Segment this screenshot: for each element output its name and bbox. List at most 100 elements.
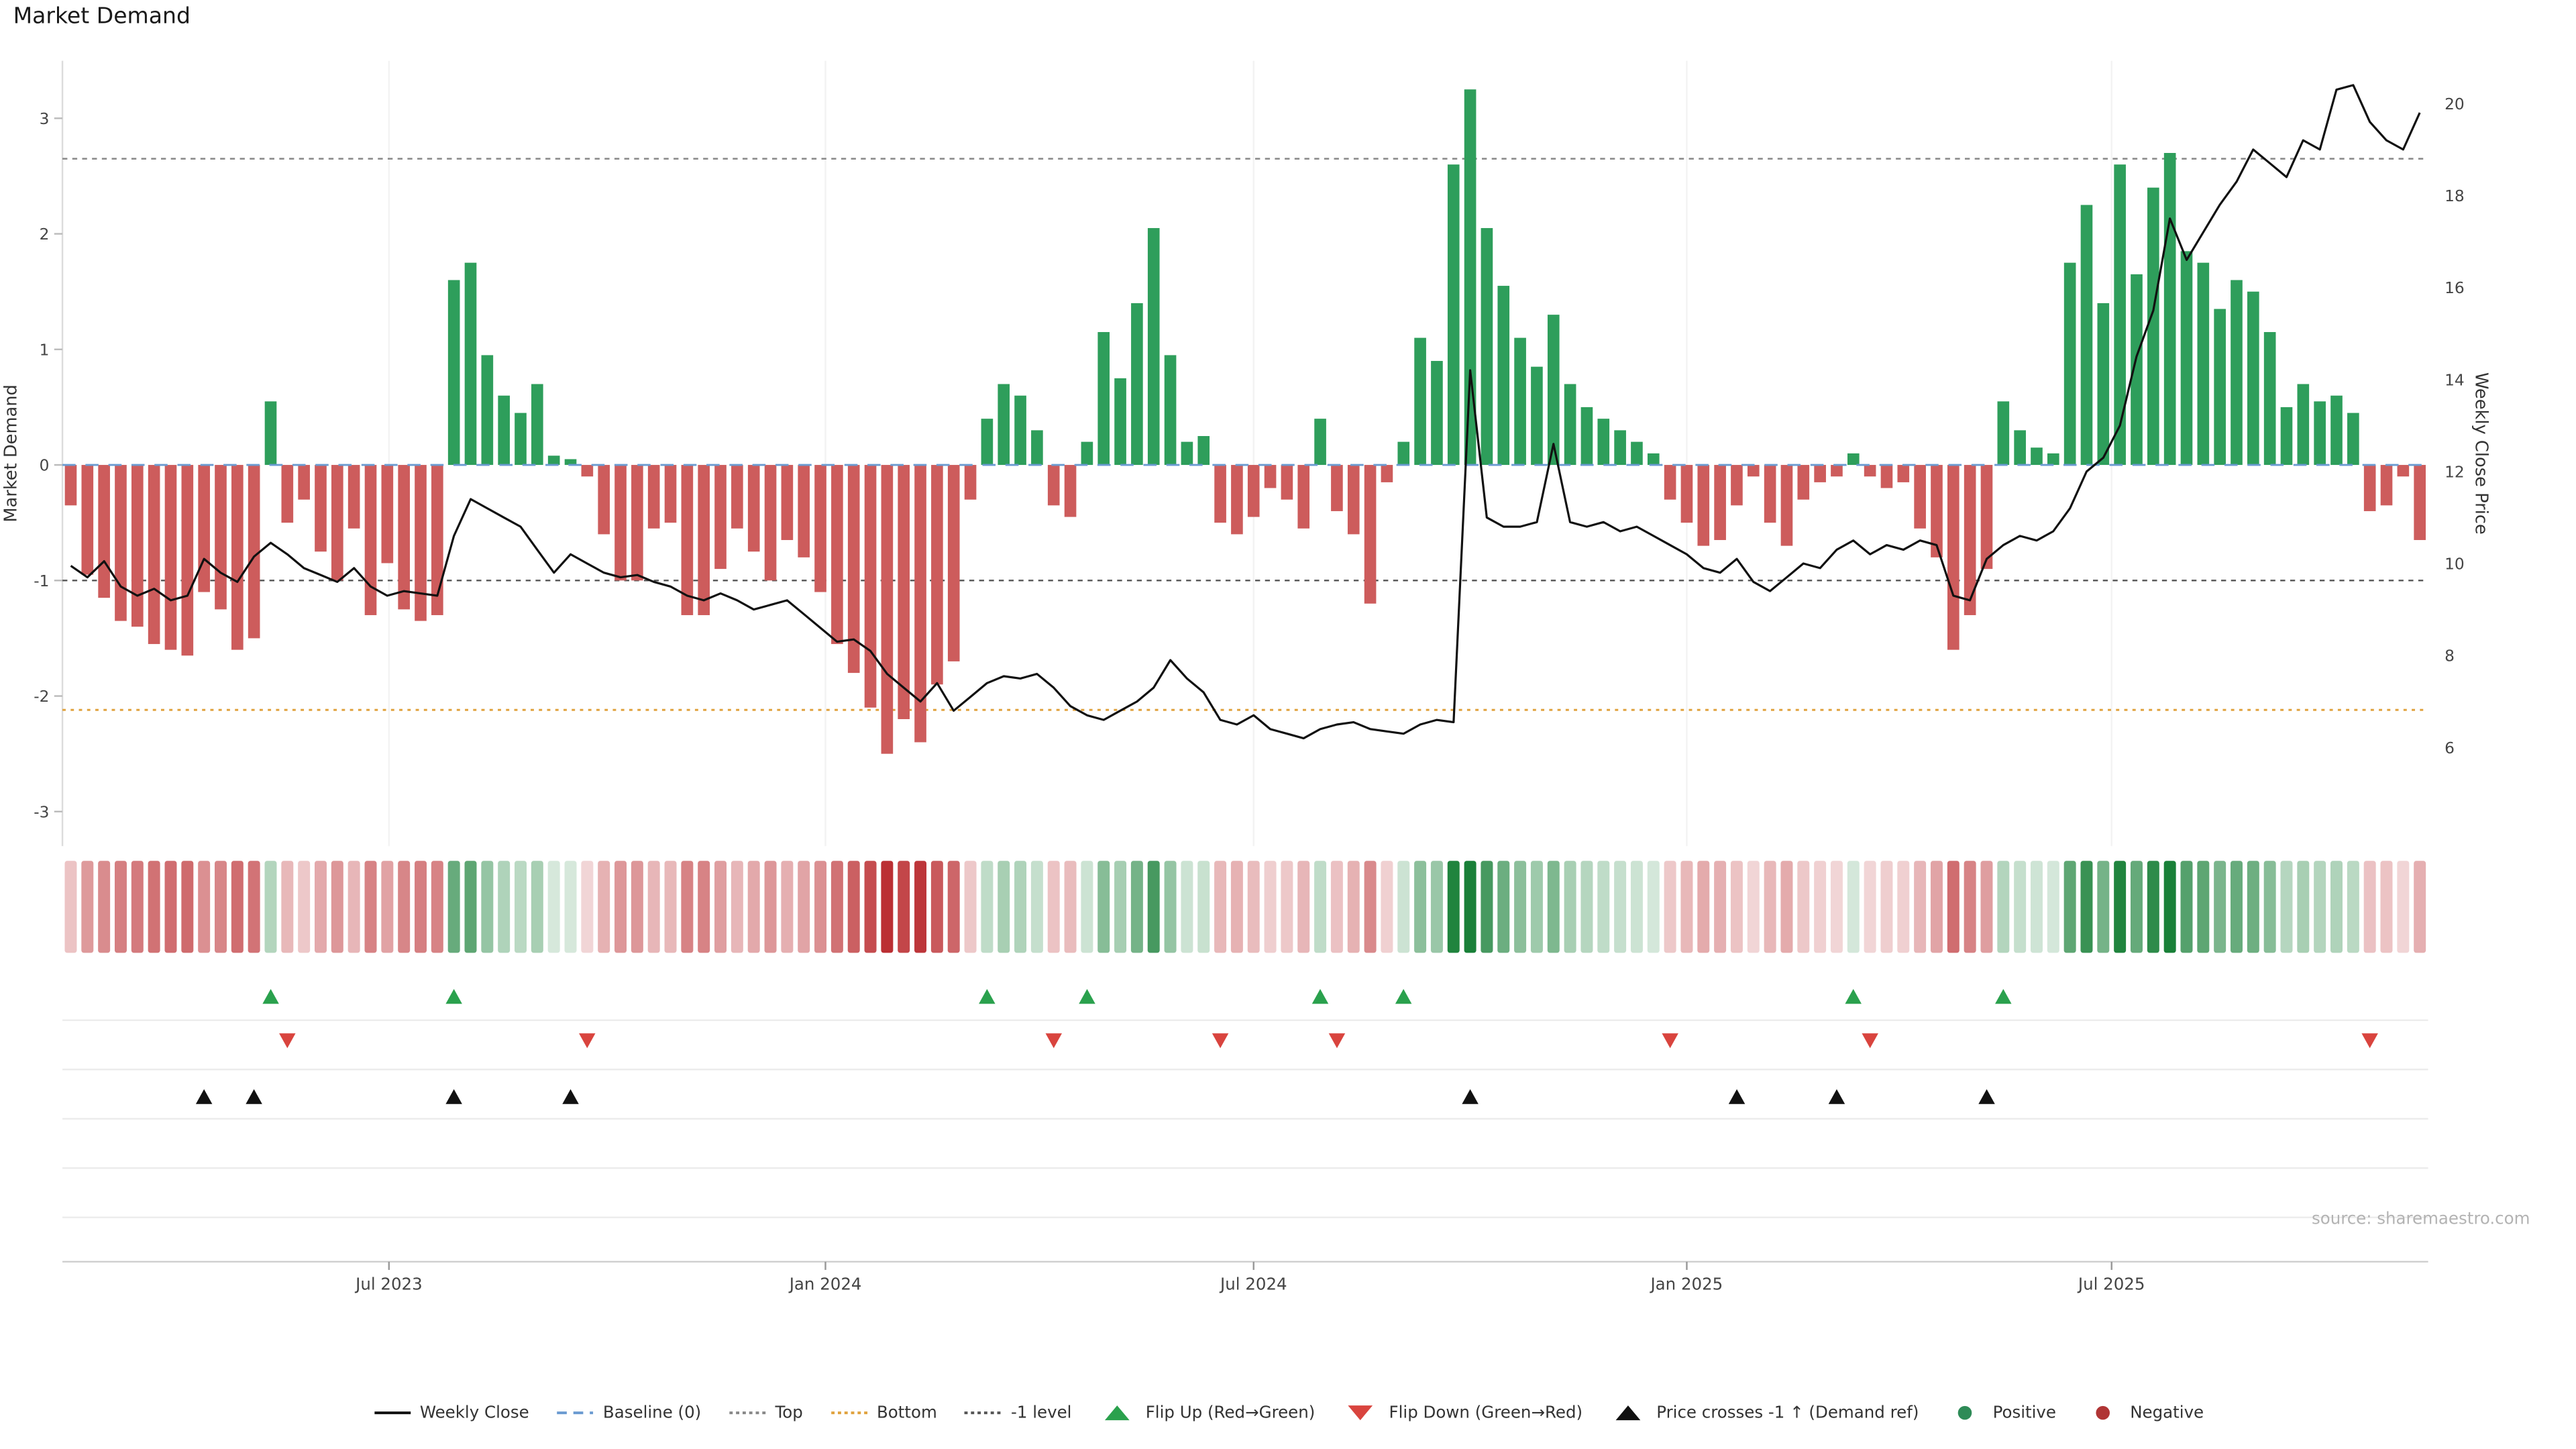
heatmap-cell <box>798 861 810 953</box>
heatmap-cell <box>1197 861 1210 953</box>
demand-bar <box>647 465 660 529</box>
heatmap-cell <box>1147 861 1160 953</box>
heatmap-cell <box>464 861 477 953</box>
legend-swatch-icon <box>1105 1405 1130 1421</box>
y-tick-label: -1 <box>34 572 49 590</box>
legend-swatch-icon <box>1957 1405 1972 1420</box>
flip-down-marker <box>1862 1033 1878 1049</box>
demand-bar <box>1831 465 1843 477</box>
heatmap-cell <box>631 861 643 953</box>
heatmap-cell <box>2263 861 2276 953</box>
heatmap-cell <box>981 861 994 953</box>
heatmap-cell <box>2047 861 2059 953</box>
y-tick-label: 3 <box>40 110 50 128</box>
demand-bar <box>1547 315 1560 466</box>
flip-down-marker <box>1328 1033 1346 1049</box>
demand-bar <box>581 465 594 477</box>
demand-bar <box>847 465 860 674</box>
heatmap-cell <box>415 861 427 953</box>
heatmap-cell <box>1181 861 1193 953</box>
heatmap-cell <box>2163 861 2176 953</box>
y-tick-label: -3 <box>34 803 49 821</box>
heatmap-cell <box>1297 861 1310 953</box>
heatmap-cell <box>1997 861 2010 953</box>
demand-bar <box>598 465 610 535</box>
price-cross-marker <box>246 1089 262 1104</box>
heatmap-cell <box>1330 861 1343 953</box>
demand-bar <box>1847 453 1860 466</box>
heatmap-cell <box>1247 861 1260 953</box>
right-tick-label: 6 <box>2445 739 2455 757</box>
y-tick-label: 0 <box>40 457 50 475</box>
heatmap-cell <box>2014 861 2027 953</box>
demand-bar <box>515 413 527 466</box>
demand-bar <box>1414 337 1426 466</box>
heatmap-cell <box>947 861 960 953</box>
flip-down-marker <box>2361 1033 2378 1049</box>
flip-up-marker <box>979 989 996 1004</box>
heatmap-cell <box>481 861 494 953</box>
demand-bar <box>2214 309 2226 466</box>
demand-bar <box>347 465 360 529</box>
heatmap-cell <box>1980 861 1993 953</box>
demand-bar <box>998 384 1010 466</box>
demand-bar <box>714 465 727 570</box>
heatmap-cell <box>1497 861 1510 953</box>
demand-bar <box>1381 465 1393 482</box>
demand-bar <box>1197 436 1210 466</box>
demand-bar <box>264 401 277 466</box>
heatmap-cell <box>64 861 77 953</box>
demand-bar <box>2363 465 2376 511</box>
demand-bar <box>331 465 343 581</box>
demand-bar <box>981 419 994 466</box>
demand-bar <box>698 465 710 615</box>
heatmap-cell <box>1530 861 1543 953</box>
legend-item-1: Baseline (0) <box>555 1403 701 1422</box>
demand-bar <box>1631 441 1643 466</box>
heatmap-cell <box>930 861 943 953</box>
price-cross-marker <box>445 1089 462 1104</box>
heatmap-cell <box>1447 861 1460 953</box>
heatmap-cell <box>1680 861 1693 953</box>
heatmap-cell <box>1464 861 1477 953</box>
heatmap-cell <box>281 861 294 953</box>
legend-label: Baseline (0) <box>602 1403 702 1422</box>
flip-up-marker <box>445 989 462 1004</box>
heatmap-cell <box>1830 861 1843 953</box>
legend-item-2: Top <box>727 1403 803 1422</box>
demand-bar <box>1714 465 1726 541</box>
heatmap-cell <box>148 861 160 953</box>
legend-item-3: Bottom <box>829 1403 937 1422</box>
heatmap-cell <box>2280 861 2293 953</box>
heatmap-cell <box>898 861 910 953</box>
demand-bar <box>614 465 627 581</box>
demand-bar <box>2097 303 2110 466</box>
demand-bar <box>498 395 510 466</box>
demand-bar <box>164 465 177 650</box>
demand-bar <box>2347 413 2359 466</box>
demand-bar <box>1531 366 1543 466</box>
heatmap-cell <box>1114 861 1127 953</box>
demand-bar <box>1997 401 2010 466</box>
demand-bar <box>947 465 960 661</box>
heatmap-cell <box>1281 861 1293 953</box>
legend-item-9: Negative <box>2082 1403 2204 1422</box>
legend-swatch-icon <box>729 1411 765 1415</box>
demand-bar <box>2280 407 2293 466</box>
legend-item-5: Flip Up (Red→Green) <box>1098 1403 1315 1422</box>
demand-bar <box>1680 465 1693 523</box>
heatmap-cell <box>364 861 377 953</box>
dot-swatch <box>1957 1405 1972 1420</box>
demand-bar <box>1031 430 1043 466</box>
demand-bar <box>2297 384 2310 466</box>
demand-bar <box>464 262 477 466</box>
demand-bar <box>564 459 577 466</box>
heatmap-cell <box>315 861 327 953</box>
heatmap-cell <box>2380 861 2393 953</box>
heatmap-cell <box>747 861 760 953</box>
y-tick-label: -2 <box>34 688 49 706</box>
legend-swatch-icon <box>557 1411 594 1415</box>
demand-bar <box>2131 274 2143 466</box>
tri-up-swatch <box>1105 1405 1130 1421</box>
